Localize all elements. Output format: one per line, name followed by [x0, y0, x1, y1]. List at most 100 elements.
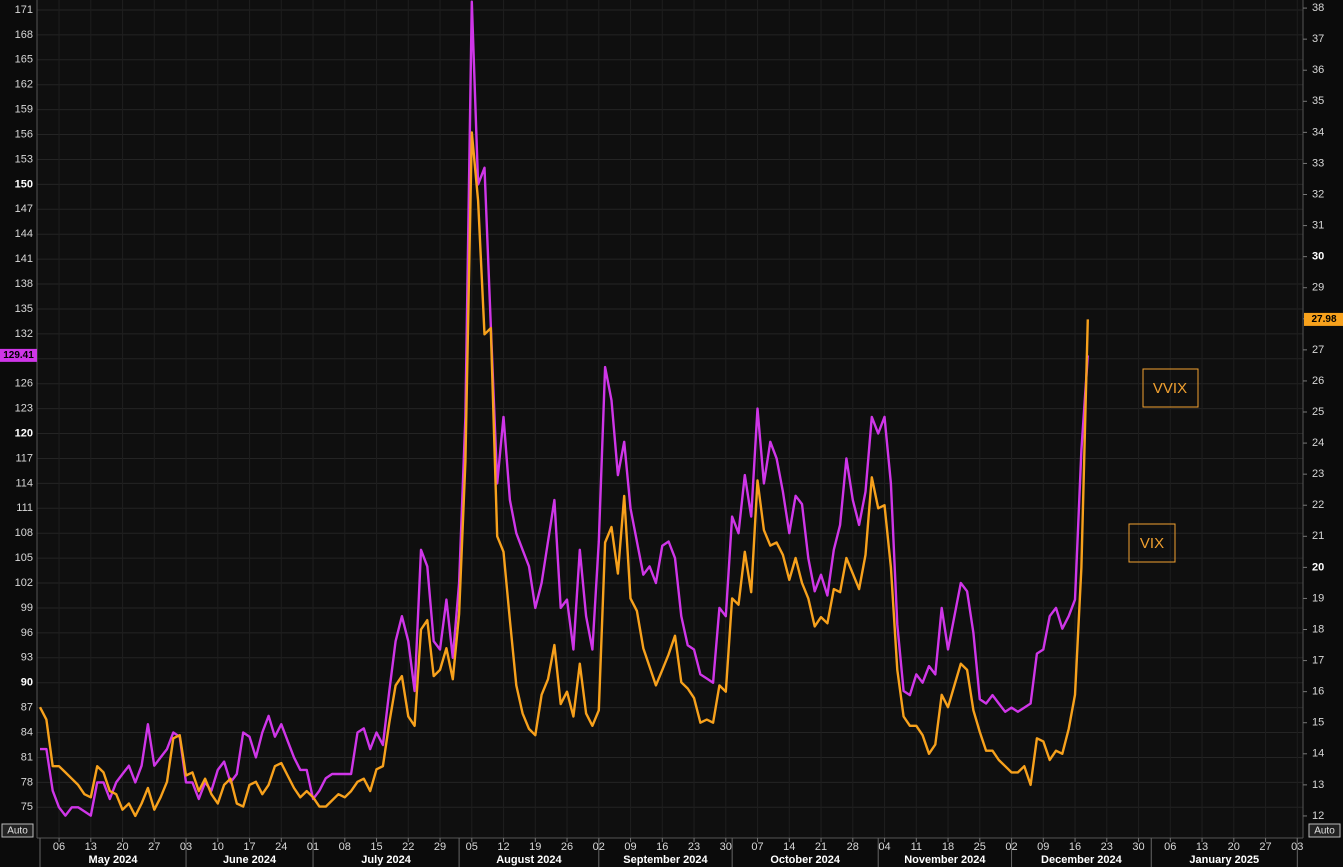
x-tick-label: 14 — [783, 841, 795, 853]
series-line — [38, 131, 1089, 818]
y-tick-label: 96 — [21, 627, 33, 639]
x-tick-label: 04 — [878, 841, 890, 853]
month-label: May 2024 — [89, 854, 139, 866]
month-label: November 2024 — [904, 854, 986, 866]
y2-tick-label: 17 — [1312, 654, 1324, 666]
y2-tick-label: 29 — [1312, 282, 1324, 294]
y-tick-label: 165 — [15, 54, 33, 66]
y2-tick-label: 27 — [1312, 344, 1324, 356]
month-label: June 2024 — [223, 854, 277, 866]
x-tick-label: 27 — [148, 841, 160, 853]
x-tick-label: 05 — [466, 841, 478, 853]
y2-tick-label: 34 — [1312, 126, 1324, 138]
grid — [37, 0, 1303, 838]
y-tick-label: 87 — [21, 702, 33, 714]
x-tick-label: 17 — [243, 841, 255, 853]
y2-tick-label: 31 — [1312, 219, 1324, 231]
y-tick-label: 144 — [15, 228, 33, 240]
scale-mode-box[interactable] — [1, 823, 34, 838]
y2-tick-label: 12 — [1312, 810, 1324, 822]
y2-tick-label: 37 — [1312, 33, 1324, 45]
y-tick-label: 159 — [15, 104, 33, 116]
y-tick-label: 99 — [21, 602, 33, 614]
x-tick-label: 25 — [974, 841, 986, 853]
y2-tick-label: 26 — [1312, 375, 1324, 387]
y2-tick-label: 13 — [1312, 779, 1324, 791]
y-tick-label: 132 — [15, 328, 33, 340]
y-tick-label: 162 — [15, 79, 33, 91]
y2-tick-label: 19 — [1312, 592, 1324, 604]
y-tick-label: 75 — [21, 801, 33, 813]
month-label: December 2024 — [1041, 854, 1123, 866]
x-tick-label: 11 — [911, 841, 922, 853]
x-tick-label: 30 — [720, 841, 732, 853]
y2-tick-label: 33 — [1312, 157, 1324, 169]
y2-tick-label: 32 — [1312, 188, 1324, 200]
y-tick-label: 93 — [21, 652, 33, 664]
x-tick-label: 28 — [847, 841, 859, 853]
y-tick-label: 171 — [15, 4, 33, 16]
y-tick-label: 108 — [15, 527, 33, 539]
x-tick-label: 09 — [1037, 841, 1049, 853]
y-tick-label: 153 — [15, 153, 33, 165]
y-tick-label: 150 — [15, 178, 33, 190]
x-tick-label: 06 — [1164, 841, 1176, 853]
lines — [38, 0, 1089, 818]
x-tick-label: 21 — [815, 841, 827, 853]
y-tick-label: 156 — [15, 128, 33, 140]
last-value-badge — [0, 348, 37, 362]
y2-tick-label: 14 — [1312, 748, 1324, 760]
x-tick-label: 10 — [212, 841, 224, 853]
y-tick-label: 168 — [15, 29, 33, 41]
month-label: September 2024 — [623, 854, 708, 866]
y2-tick-label: 25 — [1312, 406, 1324, 418]
x-tick-label: 15 — [370, 841, 382, 853]
x-tick-label: 27 — [1259, 841, 1271, 853]
x-tick-label: 20 — [116, 841, 128, 853]
y-tick-label: 78 — [21, 776, 33, 788]
x-tick-label: 07 — [751, 841, 763, 853]
month-label: July 2024 — [361, 854, 411, 866]
x-tick-label: 13 — [1196, 841, 1208, 853]
y2-tick-label: 36 — [1312, 64, 1324, 76]
y2-tick-label: 38 — [1312, 2, 1324, 14]
x-tick-label: 26 — [561, 841, 573, 853]
last-value-label: 129.41 — [3, 350, 34, 361]
x-tick-label: 18 — [942, 841, 954, 853]
y-tick-label: 138 — [15, 278, 33, 290]
x-tick-label: 29 — [434, 841, 446, 853]
x-tick-label: 06 — [53, 841, 65, 853]
scale-mode[interactable]: Auto — [1314, 826, 1335, 837]
y-tick-label: 105 — [15, 552, 33, 564]
x-tick-label: 13 — [85, 841, 97, 853]
month-label: August 2024 — [496, 854, 562, 866]
x-tick-label: 22 — [402, 841, 414, 853]
x-tick-label: 30 — [1132, 841, 1144, 853]
y2-tick-label: 18 — [1312, 623, 1324, 635]
y2-tick-label: 16 — [1312, 686, 1324, 698]
series-line — [40, 0, 1089, 817]
y2-tick-label: 24 — [1312, 437, 1324, 449]
y2-tick-label: 22 — [1312, 499, 1324, 511]
y-tick-label: 90 — [21, 677, 33, 689]
last-value-badge — [1304, 312, 1343, 326]
x-tick-label: 12 — [497, 841, 509, 853]
scale-mode-box[interactable] — [1308, 823, 1341, 838]
y-tick-label: 120 — [15, 427, 33, 439]
y-tick-label: 147 — [15, 203, 33, 215]
legend-label: VVIX — [1153, 380, 1187, 397]
legend-box — [1142, 368, 1199, 408]
x-tick-label: 23 — [1101, 841, 1113, 853]
scale-mode[interactable]: Auto — [7, 826, 28, 837]
legend-box — [1128, 523, 1176, 563]
x-tick-label: 16 — [656, 841, 668, 853]
y2-tick-label: 23 — [1312, 468, 1324, 480]
x-tick-label: 20 — [1228, 841, 1240, 853]
legend-label: VIX — [1140, 535, 1164, 552]
y2-tick-label: 35 — [1312, 95, 1324, 107]
month-label: January 2025 — [1189, 854, 1259, 866]
y-tick-label: 117 — [15, 452, 33, 464]
y-tick-label: 141 — [15, 253, 33, 265]
y2-tick-label: 30 — [1312, 251, 1324, 263]
